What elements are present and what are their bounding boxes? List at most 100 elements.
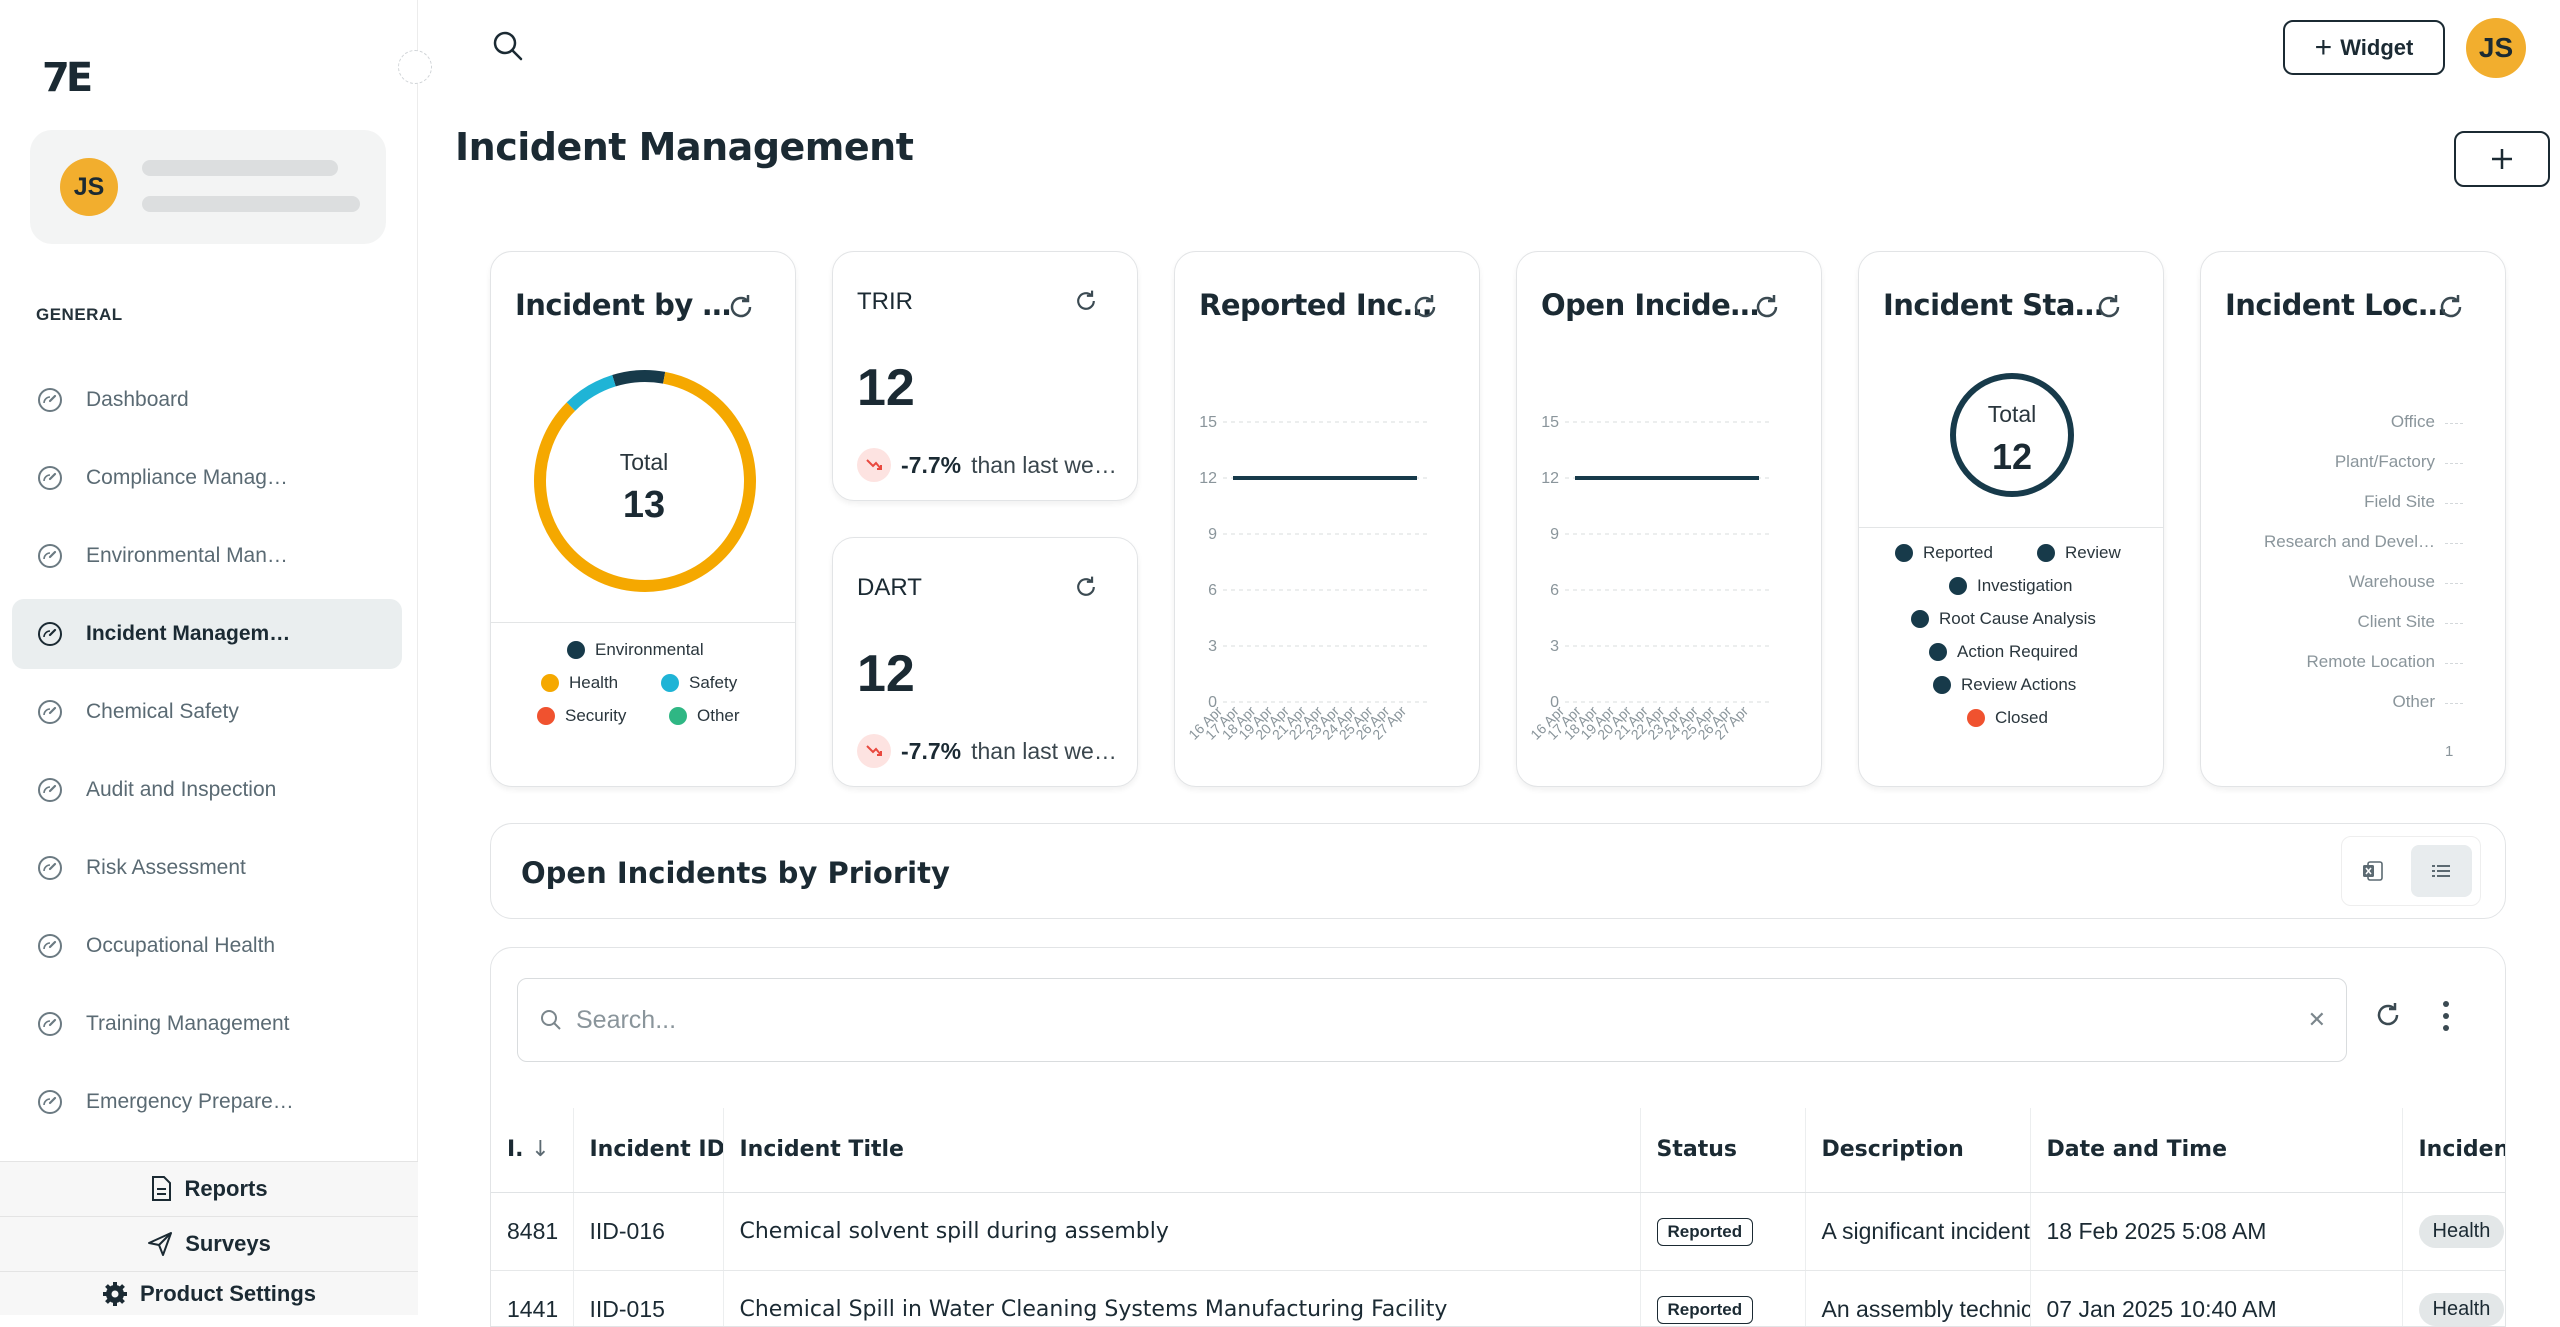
refresh-icon[interactable] xyxy=(1410,292,1440,322)
column-header[interactable]: I. ↓ xyxy=(491,1108,574,1193)
gauge-icon xyxy=(36,386,64,414)
cell-incident-id: IID-016 xyxy=(573,1192,724,1271)
surveys-label: Surveys xyxy=(185,1231,271,1256)
sidebar-item-label: Training Management xyxy=(86,1012,290,1035)
sidebar-item[interactable]: Incident Managem… xyxy=(12,599,402,669)
export-excel-button[interactable] xyxy=(2342,837,2403,905)
more-options-icon[interactable] xyxy=(2441,1000,2451,1032)
sidebar-item[interactable]: Audit and Inspection xyxy=(12,755,402,825)
y-tick-label: 6 xyxy=(1208,582,1217,599)
sidebar-item-label: Risk Assessment xyxy=(86,856,246,879)
cell-id-num: 1441 xyxy=(491,1270,574,1326)
refresh-icon[interactable] xyxy=(2094,292,2124,322)
trir-value: 12 xyxy=(857,359,915,417)
sidebar-item[interactable]: Chemical Safety xyxy=(12,677,402,747)
app-logo[interactable]: 7E xyxy=(42,55,93,101)
location-label: Client Site xyxy=(2357,612,2435,631)
gauge-icon xyxy=(36,1010,64,1038)
avatar: JS xyxy=(60,158,118,216)
sidebar-item[interactable]: Environmental Man… xyxy=(12,521,402,591)
column-header[interactable]: Description xyxy=(1805,1108,2031,1193)
cell-status: Reported xyxy=(1640,1270,1806,1326)
table-row[interactable]: 1441 IID-015 Chemical Spill in Water Clean… xyxy=(491,1270,2505,1326)
y-tick-label: 6 xyxy=(1550,582,1559,599)
sidebar-collapse-handle[interactable] xyxy=(398,50,432,84)
incident-by-card: Incident by … Total 13 Environmental Hea… xyxy=(490,251,796,787)
donut-slice-health[interactable] xyxy=(534,371,756,592)
column-header[interactable]: Incident Title xyxy=(723,1108,1641,1193)
dart-trend: -7.7% than last we… xyxy=(857,734,1117,768)
card-title: Incident Loc… xyxy=(2225,288,2447,322)
refresh-icon[interactable] xyxy=(1073,288,1099,314)
legend-health: Health xyxy=(541,673,618,693)
location-gridline xyxy=(2445,663,2463,664)
cell-description: A significant incident xyxy=(1805,1192,2031,1271)
product-settings-label: Product Settings xyxy=(139,1280,316,1306)
refresh-icon[interactable] xyxy=(726,292,756,322)
gauge-icon xyxy=(36,620,64,648)
donut-slice-safety[interactable] xyxy=(566,374,616,411)
plus-icon: + xyxy=(2314,30,2333,64)
gauge-icon xyxy=(36,776,64,804)
gear-icon xyxy=(102,1281,127,1306)
refresh-icon[interactable] xyxy=(1752,292,1782,322)
y-tick-label: 9 xyxy=(1550,526,1559,543)
sort-down-icon[interactable]: ↓ xyxy=(531,1137,550,1163)
list-view-button[interactable] xyxy=(2411,845,2472,897)
excel-icon xyxy=(2362,861,2383,881)
legend-review: Review xyxy=(2037,543,2121,563)
type-badge: Health xyxy=(2418,1214,2505,1248)
sidebar-item[interactable]: Training Management xyxy=(12,989,402,1059)
user-card[interactable]: JS xyxy=(30,130,386,244)
y-tick-label: 3 xyxy=(1550,638,1559,655)
column-header[interactable]: Status xyxy=(1640,1108,1806,1193)
clear-search-icon[interactable]: ✕ xyxy=(2307,1007,2326,1032)
refresh-icon[interactable] xyxy=(2373,1000,2403,1030)
y-tick-label: 15 xyxy=(1199,414,1217,431)
cell-incident-title[interactable]: Chemical solvent spill during assembly xyxy=(723,1192,1641,1271)
sidebar-item[interactable]: Compliance Manag… xyxy=(12,443,402,513)
add-button[interactable] xyxy=(2454,131,2550,187)
location-gridline xyxy=(2445,423,2463,424)
gauge-icon xyxy=(36,854,64,882)
y-tick-label: 12 xyxy=(1199,470,1217,487)
reports-button[interactable]: Reports xyxy=(0,1161,418,1216)
status-badge: Reported xyxy=(1656,1218,1754,1246)
sidebar-item[interactable]: Emergency Prepare… xyxy=(12,1067,402,1137)
dart-card: DART 12 -7.7% than last we… xyxy=(832,537,1138,787)
type-badge: Health xyxy=(2418,1292,2505,1326)
list-icon xyxy=(2431,865,2450,877)
surveys-button[interactable]: Surveys xyxy=(0,1216,418,1271)
refresh-icon[interactable] xyxy=(1073,574,1099,600)
card-title: Reported Inc… xyxy=(1199,288,1432,322)
card-title: Incident by … xyxy=(515,288,731,322)
sidebar-item-label: Compliance Manag… xyxy=(86,466,288,489)
user-avatar[interactable]: JS xyxy=(2466,18,2526,78)
add-widget-button[interactable]: + Widget xyxy=(2283,20,2445,75)
location-axis-tick: 1 xyxy=(2445,743,2454,760)
gauge-icon xyxy=(36,464,64,492)
global-search-button[interactable] xyxy=(492,30,524,67)
column-header[interactable]: Date and Time xyxy=(2030,1108,2403,1193)
table-search: ✕ xyxy=(517,978,2347,1062)
refresh-icon[interactable] xyxy=(2436,292,2466,322)
sidebar-item[interactable]: Occupational Health xyxy=(12,911,402,981)
column-header[interactable]: Incident ID xyxy=(573,1108,724,1193)
location-gridline xyxy=(2445,463,2463,464)
column-header[interactable]: Incident Type xyxy=(2402,1108,2505,1193)
cell-incident-title[interactable]: Chemical Spill in Water Cleaning Systems… xyxy=(723,1270,1641,1326)
location-label: Research and Devel… xyxy=(2263,532,2435,551)
location-label: Plant/Factory xyxy=(2334,452,2435,471)
y-tick-label: 0 xyxy=(1208,694,1217,711)
gauge-icon xyxy=(36,542,64,570)
search-input[interactable] xyxy=(576,1005,2276,1035)
y-tick-label: 12 xyxy=(1541,470,1559,487)
table-row[interactable]: 8481 IID-016 Chemical solvent spill during… xyxy=(491,1192,2505,1271)
sidebar-item[interactable]: Dashboard xyxy=(12,365,402,435)
legend-reported: Reported xyxy=(1895,543,1993,563)
product-settings-button[interactable]: Product Settings xyxy=(0,1271,418,1315)
donut-slice-environmental[interactable] xyxy=(612,370,666,387)
sidebar-item[interactable]: Risk Assessment xyxy=(12,833,402,903)
status-badge: Reported xyxy=(1656,1296,1754,1324)
